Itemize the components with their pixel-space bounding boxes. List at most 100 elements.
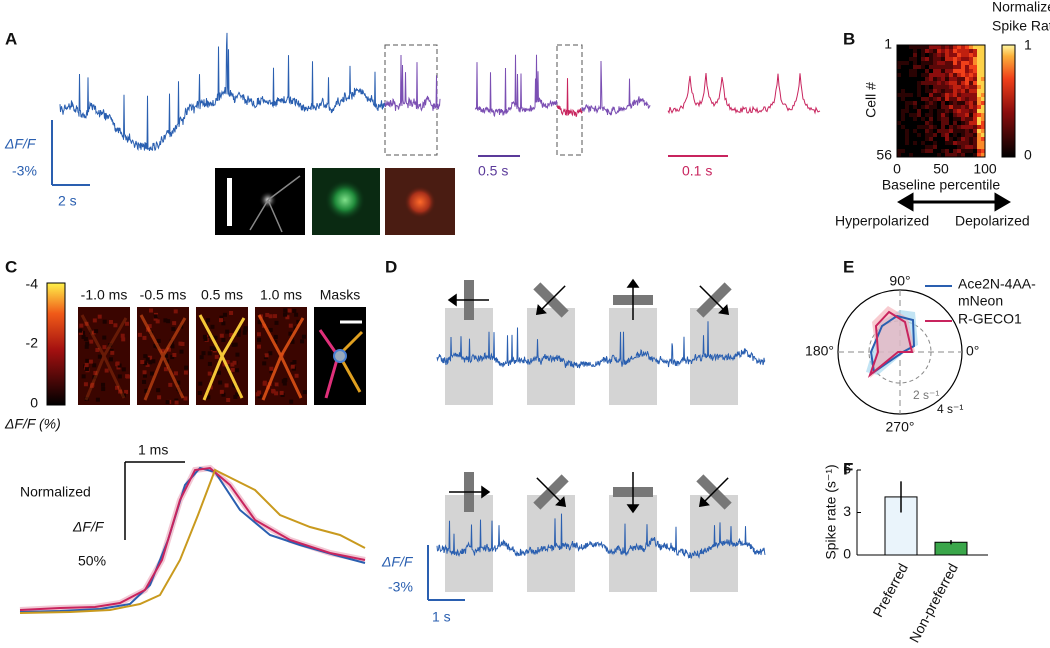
heat-cell bbox=[977, 45, 982, 50]
heat-cell bbox=[929, 109, 934, 114]
heat-cell bbox=[941, 85, 946, 90]
frame-noise bbox=[78, 328, 83, 333]
heat-cell bbox=[933, 65, 938, 70]
heat-cell bbox=[909, 53, 914, 58]
frame-noise bbox=[142, 379, 147, 384]
heat-cell bbox=[949, 77, 954, 82]
frame-noise bbox=[294, 373, 299, 378]
heat-cell bbox=[973, 45, 978, 50]
x-axis-label: Baseline percentile bbox=[882, 177, 1001, 193]
heat-cell bbox=[965, 85, 970, 90]
frame-noise bbox=[257, 344, 262, 349]
heat-cell bbox=[977, 125, 982, 130]
frame-noise bbox=[296, 319, 301, 324]
heat-cell bbox=[953, 117, 958, 122]
heat-cell bbox=[969, 109, 974, 114]
scale-label: ΔF/F bbox=[381, 554, 414, 570]
heat-cell bbox=[917, 129, 922, 134]
heat-cell bbox=[921, 121, 926, 126]
heat-cell bbox=[929, 89, 934, 94]
heat-cell bbox=[965, 97, 970, 102]
heat-cell bbox=[981, 93, 986, 98]
heat-cell bbox=[921, 77, 926, 82]
heat-cell bbox=[921, 57, 926, 62]
heat-cell bbox=[937, 141, 942, 146]
heat-cell bbox=[957, 57, 962, 62]
heat-cell bbox=[925, 101, 930, 106]
heat-cell bbox=[901, 125, 906, 130]
heat-cell bbox=[897, 117, 902, 122]
heat-cell bbox=[897, 145, 902, 150]
heat-cell bbox=[909, 81, 914, 86]
heat-cell bbox=[961, 45, 966, 50]
heat-cell bbox=[977, 61, 982, 66]
frame-noise bbox=[153, 316, 158, 321]
heat-cell bbox=[961, 85, 966, 90]
frame-noise bbox=[85, 358, 90, 363]
heat-cell bbox=[929, 101, 934, 106]
heat-cell bbox=[945, 93, 950, 98]
x-tick-label: 50 bbox=[933, 161, 949, 177]
heat-cell bbox=[949, 153, 954, 158]
heat-cell bbox=[901, 53, 906, 58]
heat-cell bbox=[945, 153, 950, 158]
frame-noise bbox=[203, 337, 208, 342]
frame-noise bbox=[207, 361, 212, 366]
frame-noise bbox=[183, 396, 188, 401]
heat-cell bbox=[965, 145, 970, 150]
frame-noise bbox=[83, 382, 88, 387]
heat-cell bbox=[969, 93, 974, 98]
heat-cell bbox=[969, 61, 974, 66]
heat-cell bbox=[933, 101, 938, 106]
heat-cell bbox=[937, 73, 942, 78]
y-tick-label: 6 bbox=[843, 461, 851, 477]
heat-cell bbox=[909, 121, 914, 126]
heat-cell bbox=[941, 149, 946, 154]
heat-cell bbox=[961, 109, 966, 114]
colorbar-tick: 0 bbox=[1024, 147, 1032, 163]
frame-noise bbox=[143, 373, 148, 378]
frame-noise bbox=[108, 343, 113, 348]
frame-noise bbox=[268, 327, 273, 332]
heat-cell bbox=[905, 121, 910, 126]
frame-noise bbox=[282, 381, 287, 386]
heat-cell bbox=[905, 93, 910, 98]
heat-cell bbox=[921, 61, 926, 66]
frame-noise bbox=[97, 314, 102, 319]
heat-cell bbox=[949, 85, 954, 90]
frame-noise bbox=[273, 334, 278, 339]
heat-cell bbox=[909, 101, 914, 106]
frame-noise bbox=[257, 337, 262, 342]
frame-noise bbox=[283, 377, 288, 382]
frame-noise bbox=[206, 318, 211, 323]
heat-cell bbox=[957, 45, 962, 50]
heat-cell bbox=[941, 69, 946, 74]
heat-cell bbox=[949, 121, 954, 126]
heat-cell bbox=[937, 137, 942, 142]
heat-cell bbox=[957, 81, 962, 86]
heat-cell bbox=[937, 113, 942, 118]
legend-label: R-GECO1 bbox=[958, 311, 1022, 327]
heat-cell bbox=[913, 85, 918, 90]
panel-label: F bbox=[843, 459, 853, 478]
heat-cell bbox=[969, 49, 974, 54]
stimulus-icon bbox=[533, 282, 569, 318]
heat-cell bbox=[909, 129, 914, 134]
frame-noise bbox=[214, 354, 219, 359]
heat-cell bbox=[965, 109, 970, 114]
heat-cell bbox=[925, 149, 930, 154]
heat-cell bbox=[949, 93, 954, 98]
heat-cell bbox=[909, 49, 914, 54]
heat-cell bbox=[905, 97, 910, 102]
heat-cell bbox=[917, 141, 922, 146]
heat-cell bbox=[929, 153, 934, 158]
frame-noise bbox=[236, 332, 241, 337]
heat-cell bbox=[953, 45, 958, 50]
heat-cell bbox=[929, 121, 934, 126]
heat-cell bbox=[977, 49, 982, 54]
frame-noise bbox=[212, 346, 217, 351]
heat-cell bbox=[929, 65, 934, 70]
heat-cell bbox=[969, 137, 974, 142]
trace bbox=[384, 54, 441, 112]
frame-signal bbox=[198, 314, 246, 401]
